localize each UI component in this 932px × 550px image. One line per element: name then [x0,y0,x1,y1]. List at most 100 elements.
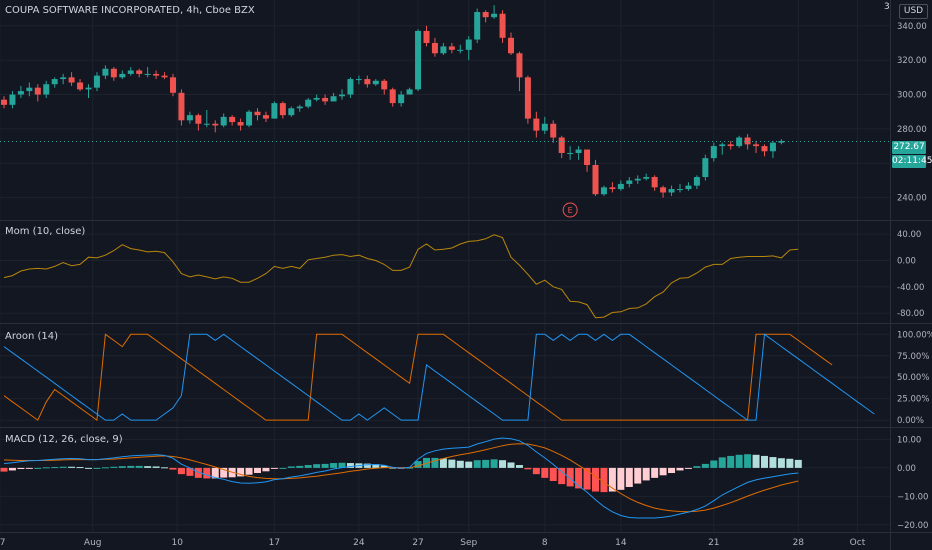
candle-body [558,137,565,153]
candle-body [651,177,658,188]
candle-body [643,177,650,179]
macd-histogram-bar [684,467,692,469]
earnings-marker-label: E [568,206,573,215]
candle-body [195,115,202,124]
macd-histogram-bar [718,457,726,468]
candle-body [474,12,481,40]
macd-histogram-bar [439,458,447,468]
macd-histogram-bar [279,467,287,469]
candle-body [68,77,75,83]
macd-histogram-bar [634,467,642,484]
y-tick-label: 240.00 [897,194,927,204]
candle-body [634,178,641,181]
macd-histogram-bar [727,455,735,468]
candle-body [702,158,709,178]
x-tick-label: 10 [171,538,183,548]
candle-body [626,180,633,184]
candle-body [516,53,523,78]
macd-histogram-bar [676,467,684,471]
macd-histogram-bar [380,465,388,468]
macd-histogram-bar [304,465,312,468]
candle-body [617,183,624,190]
candle-body [186,115,193,121]
candle-body [550,123,557,138]
macd-histogram-bar [135,465,143,468]
candle-body [727,144,734,147]
macd-histogram-bar [93,467,101,469]
macd-histogram-bar [524,467,532,470]
candle-body [710,146,717,159]
candle-body [271,103,278,119]
x-tick-label: 14 [615,538,627,548]
macd-histogram-bar [76,467,84,469]
macd-histogram-bar [465,461,473,468]
candle-body [431,42,438,54]
macd-histogram-bar [786,458,794,468]
x-tick-label: 28 [793,538,805,548]
candle-body [203,123,210,125]
candle-body [322,97,329,102]
macd-histogram-bar [8,467,16,471]
x-tick-label: 24 [353,538,365,548]
y-tick-label: 75.00% [897,352,929,362]
macd-histogram-bar [769,457,777,468]
y-tick-label: -80.00 [897,309,924,319]
macd-histogram-bar [25,467,33,469]
candle-body [262,115,269,119]
y-tick-label: −10.00 [897,492,928,502]
x-tick-label: Aug [84,538,102,548]
aroon-title: Aroon (14) [5,331,59,342]
momentum-line [3,234,799,319]
candle-body [685,185,692,190]
macd-histogram-bar [608,467,616,492]
macd-histogram-bar [668,467,676,474]
candle-body [406,89,413,95]
candle-body [761,146,768,152]
candle-body [229,116,236,123]
candle-body [127,70,134,74]
macd-histogram-bar [431,457,439,468]
candle-body [355,79,362,81]
candle-body [533,118,540,131]
macd-histogram-bar [363,463,371,468]
last-price-tag: 272.67 [892,141,926,154]
macd-histogram-bar [777,458,785,468]
candle-body [246,111,253,126]
macd-histogram-bar [296,465,304,468]
macd-histogram-bar [406,467,414,469]
candle-body [313,97,320,100]
macd-signal-line [3,443,799,513]
macd-histogram-bar [211,467,219,479]
candle-body [26,87,33,92]
macd-histogram-bar [617,467,625,490]
candle-body [178,92,185,121]
macd-histogram-bar [59,466,67,468]
macd-histogram-bar [245,467,253,475]
macd-histogram-bar [490,459,498,468]
candle-body [499,13,506,38]
macd-histogram-bar [313,464,321,468]
macd-histogram-bar [693,466,701,468]
candle-body [220,116,227,126]
candle-body [575,149,582,153]
candle-body [77,82,84,90]
candle-body [389,89,396,104]
x-tick-label: 21 [708,538,719,548]
y-tick-label: 10.00 [897,435,921,445]
candle-body [524,77,531,119]
earnings-marker [562,202,578,218]
macd-histogram-bar [194,467,202,478]
candle-body [170,77,176,93]
macd-histogram-bar [262,467,270,472]
candle-body [93,75,100,88]
macd-histogram-bar [389,467,397,469]
macd-histogram-bar [507,462,515,468]
macd-histogram-bar [448,459,456,468]
candle-body [110,68,117,78]
macd-histogram-bar [287,466,295,468]
macd-histogram-bar [0,467,8,472]
macd-histogram-bar [330,463,338,468]
currency-button[interactable]: USD [899,4,928,19]
candle-body [144,73,151,75]
